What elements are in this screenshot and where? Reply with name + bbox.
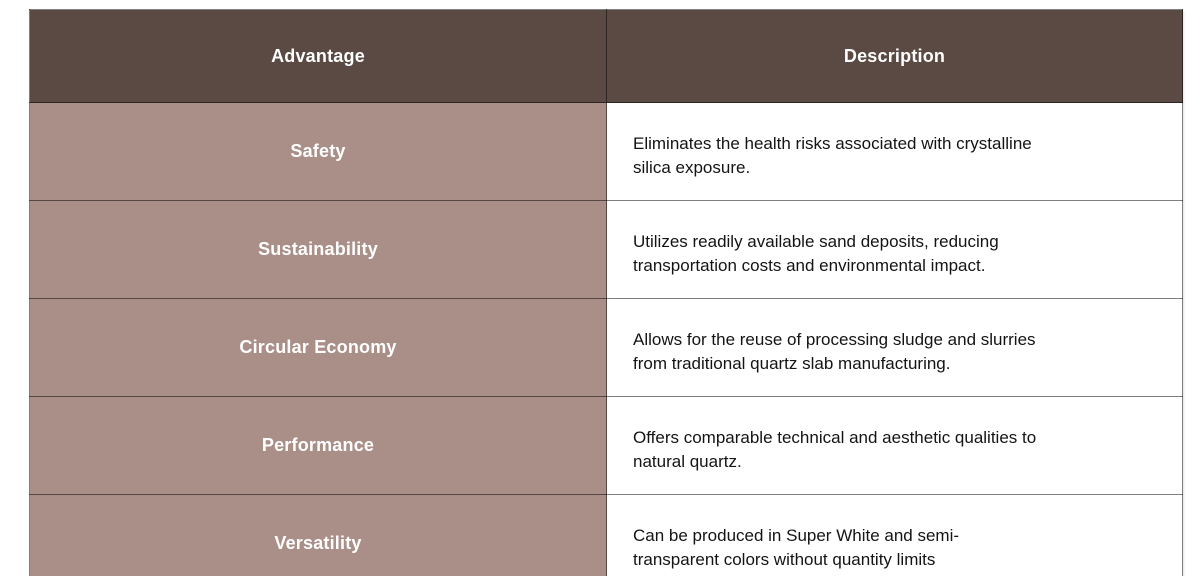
table-row: Versatility Can be produced in Super Whi… xyxy=(29,494,1183,576)
table-row: Circular Economy Allows for the reuse of… xyxy=(29,298,1183,397)
advantage-cell: Versatility xyxy=(29,494,607,576)
column-header-description: Description xyxy=(606,9,1183,103)
table-row: Sustainability Utilizes readily availabl… xyxy=(29,200,1183,299)
advantages-table: Advantage Description Safety Eliminates … xyxy=(29,9,1183,576)
description-cell: Can be produced in Super White and semi-… xyxy=(606,494,1183,576)
description-cell: Utilizes readily available sand deposits… xyxy=(606,200,1183,299)
description-cell: Allows for the reuse of processing sludg… xyxy=(606,298,1183,397)
header-row: Advantage Description xyxy=(29,9,1183,103)
advantage-cell: Sustainability xyxy=(29,200,607,299)
table-row: Performance Offers comparable technical … xyxy=(29,396,1183,495)
table-body: Safety Eliminates the health risks assoc… xyxy=(29,102,1183,576)
advantage-cell: Performance xyxy=(29,396,607,495)
advantage-cell: Safety xyxy=(29,102,607,201)
description-cell: Offers comparable technical and aestheti… xyxy=(606,396,1183,495)
column-header-advantage: Advantage xyxy=(29,9,607,103)
description-cell: Eliminates the health risks associated w… xyxy=(606,102,1183,201)
table-row: Safety Eliminates the health risks assoc… xyxy=(29,102,1183,201)
table-header: Advantage Description xyxy=(29,9,1183,103)
advantage-cell: Circular Economy xyxy=(29,298,607,397)
